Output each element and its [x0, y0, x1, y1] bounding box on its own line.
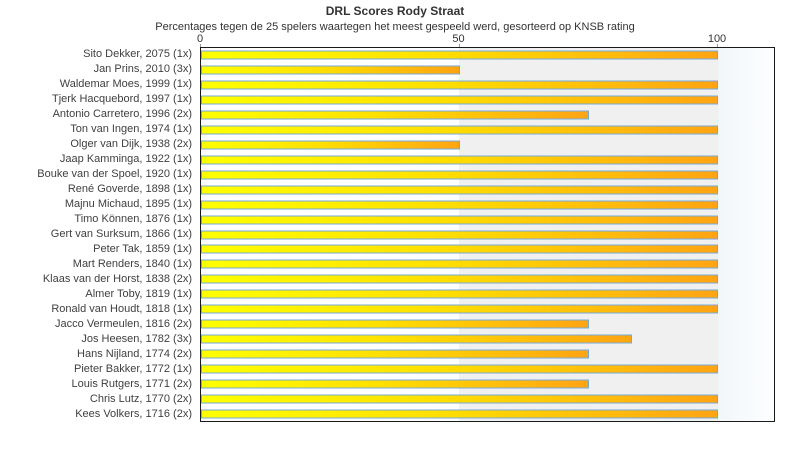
- y-axis-label: Kees Volkers, 1716 (2x): [75, 408, 192, 420]
- bar-row: [201, 123, 774, 138]
- bar: [201, 95, 718, 105]
- bar-row: [201, 332, 774, 347]
- bar-row: [201, 317, 774, 332]
- bar: [201, 140, 460, 150]
- bar: [201, 80, 718, 90]
- x-tick-mark: [458, 44, 460, 48]
- bar: [201, 230, 718, 240]
- y-axis-label: Pieter Bakker, 1772 (1x): [73, 363, 192, 375]
- y-axis-label: Majnu Michaud, 1895 (1x): [64, 198, 192, 210]
- bar-row: [201, 272, 774, 287]
- y-axis-label: Jan Prins, 2010 (3x): [93, 63, 192, 75]
- y-axis-label: Jaap Kamminga, 1922 (1x): [59, 153, 192, 165]
- bar-row: [201, 78, 774, 93]
- y-axis-label: Olger van Dijk, 1938 (2x): [70, 138, 192, 150]
- y-axis-label: Klaas van der Horst, 1838 (2x): [42, 273, 192, 285]
- bar: [201, 65, 460, 75]
- bar-row: [201, 182, 774, 197]
- chart-subtitle: Percentages tegen de 25 spelers waartege…: [155, 21, 635, 33]
- plot-area: [200, 47, 775, 422]
- bar: [201, 274, 718, 284]
- bar-row: [201, 63, 774, 78]
- y-axis-label: Gert van Surksum, 1866 (1x): [50, 228, 192, 240]
- x-tick-mark: [717, 44, 718, 48]
- bar: [201, 50, 718, 60]
- y-axis-label: Jos Heesen, 1782 (3x): [81, 333, 192, 345]
- bar-row: [201, 197, 774, 212]
- y-axis-label: Antonio Carretero, 1996 (2x): [52, 108, 192, 120]
- y-axis-label: Chris Lutz, 1770 (2x): [89, 393, 192, 405]
- x-tick-label: 50: [452, 33, 465, 45]
- y-axis-label: Ton van Ingen, 1974 (1x): [70, 123, 192, 135]
- bar-row: [201, 361, 774, 376]
- bar-row: [201, 346, 774, 361]
- bar: [201, 244, 718, 254]
- y-axis-label: Waldemar Moes, 1999 (1x): [59, 78, 192, 90]
- chart-title: DRL Scores Rody Straat: [325, 4, 465, 18]
- bar: [201, 289, 718, 299]
- y-axis-label: Ronald van Houdt, 1818 (1x): [51, 303, 192, 315]
- y-axis-label: Almer Toby, 1819 (1x): [85, 288, 192, 300]
- y-axis-label: Hans Nijland, 1774 (2x): [77, 348, 192, 360]
- bar-row: [201, 138, 774, 153]
- bar-row: [201, 167, 774, 182]
- bar: [201, 185, 718, 195]
- bar: [201, 394, 718, 404]
- y-axis-label: Bouke van der Spoel, 1920 (1x): [37, 168, 192, 180]
- bar: [201, 334, 632, 344]
- y-axis-label: Sito Dekker, 2075 (1x): [83, 48, 192, 60]
- x-tick-label: 0: [196, 33, 204, 45]
- y-axis-label: Peter Tak, 1859 (1x): [93, 243, 192, 255]
- bar: [201, 349, 589, 359]
- y-axis-label: Jacco Vermeulen, 1816 (2x): [55, 318, 192, 330]
- bar: [201, 379, 589, 389]
- bar: [201, 215, 718, 225]
- bar: [201, 200, 718, 210]
- bar-row: [201, 406, 774, 421]
- bar-row: [201, 302, 774, 317]
- bar-row: [201, 242, 774, 257]
- bar-row: [201, 257, 774, 272]
- bar: [201, 364, 718, 374]
- y-axis-labels: Sito Dekker, 2075 (1x) Jan Prins, 2010 (3…: [0, 47, 196, 422]
- bar-row: [201, 287, 774, 302]
- bar-row: [201, 391, 774, 406]
- y-axis-label: Mart Renders, 1840 (1x): [72, 258, 192, 270]
- bar-row: [201, 376, 774, 391]
- bar: [201, 125, 718, 135]
- bar: [201, 110, 589, 120]
- bar: [201, 409, 718, 419]
- bar-row: [201, 227, 774, 242]
- bar-row: [201, 212, 774, 227]
- bar: [201, 259, 718, 269]
- bar-row: [201, 48, 774, 63]
- y-axis-label: Louis Rutgers, 1771 (2x): [71, 378, 192, 390]
- bar: [201, 170, 718, 180]
- bar-row: [201, 108, 774, 123]
- y-axis-label: Timo Können, 1876 (1x): [74, 213, 192, 225]
- bar: [201, 304, 718, 314]
- bar-row: [201, 93, 774, 108]
- y-axis-label: René Goverde, 1898 (1x): [67, 183, 192, 195]
- y-axis-label: Tjerk Hacquebord, 1997 (1x): [51, 93, 192, 105]
- bar: [201, 319, 589, 329]
- x-tick-mark: [200, 44, 201, 48]
- bar-row: [201, 152, 774, 167]
- bars-container: [201, 48, 774, 421]
- bar: [201, 155, 718, 165]
- x-tick-label: 100: [707, 33, 727, 45]
